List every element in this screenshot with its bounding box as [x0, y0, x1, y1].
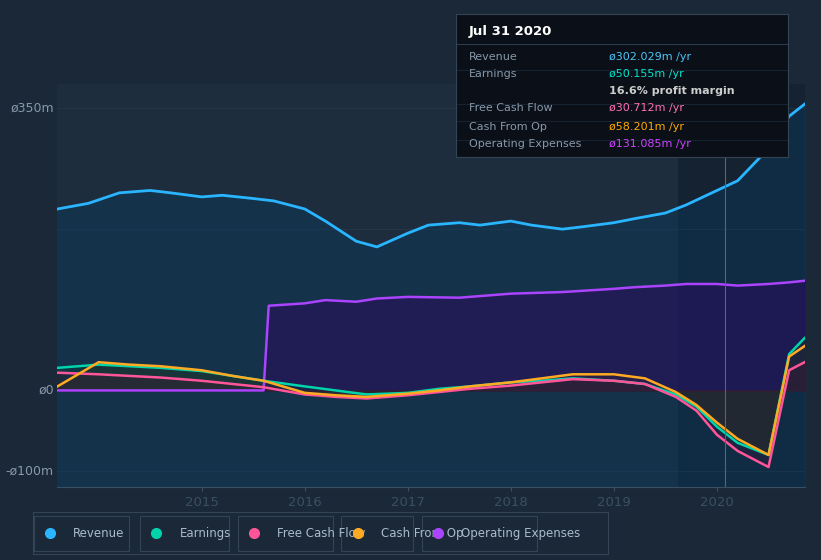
- Text: Free Cash Flow: Free Cash Flow: [277, 527, 365, 540]
- Text: Free Cash Flow: Free Cash Flow: [469, 103, 553, 113]
- Bar: [342, 516, 413, 551]
- Text: Revenue: Revenue: [73, 527, 125, 540]
- Text: Jul 31 2020: Jul 31 2020: [469, 25, 553, 39]
- Bar: [140, 516, 229, 551]
- Text: Operating Expenses: Operating Expenses: [469, 139, 581, 149]
- Text: -ø100m: -ø100m: [6, 465, 53, 478]
- Text: Revenue: Revenue: [469, 52, 518, 62]
- Text: ø350m: ø350m: [10, 102, 53, 115]
- Text: ø131.085m /yr: ø131.085m /yr: [608, 139, 690, 149]
- Text: ø302.029m /yr: ø302.029m /yr: [608, 52, 690, 62]
- Text: Cash From Op: Cash From Op: [469, 122, 547, 132]
- Text: ø30.712m /yr: ø30.712m /yr: [608, 103, 684, 113]
- Text: Earnings: Earnings: [469, 69, 517, 79]
- Bar: [34, 516, 129, 551]
- Bar: [422, 516, 537, 551]
- Text: Earnings: Earnings: [180, 527, 231, 540]
- Text: Cash From Op: Cash From Op: [381, 527, 463, 540]
- Text: ø0: ø0: [38, 384, 53, 397]
- Bar: [238, 516, 333, 551]
- Bar: [678, 84, 805, 487]
- Text: ø58.201m /yr: ø58.201m /yr: [608, 122, 684, 132]
- Text: 16.6% profit margin: 16.6% profit margin: [608, 86, 734, 96]
- Text: Operating Expenses: Operating Expenses: [461, 527, 580, 540]
- Text: ø50.155m /yr: ø50.155m /yr: [608, 69, 683, 79]
